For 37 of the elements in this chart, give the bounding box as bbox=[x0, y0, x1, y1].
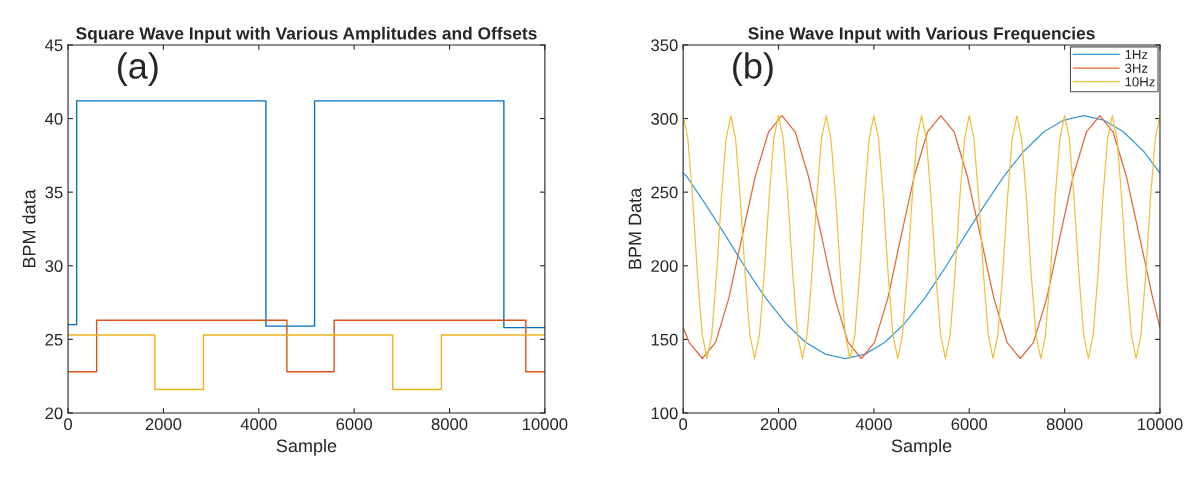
y-axis-title: BPM Data bbox=[628, 187, 642, 269]
x-tick-label: 10000 bbox=[522, 418, 568, 431]
y-tick-label: 30 bbox=[45, 260, 63, 272]
x-tick-label: 2000 bbox=[760, 418, 797, 431]
y-tick-label: 25 bbox=[45, 333, 63, 346]
y-tick-label: 20 bbox=[45, 407, 63, 420]
x-tick-label: 10000 bbox=[1138, 418, 1183, 431]
x-tick-label: 8000 bbox=[1046, 418, 1083, 431]
y-axis-title: BPM data bbox=[22, 189, 36, 268]
x-tick-label: 0 bbox=[679, 418, 688, 431]
y-tick-label: 300 bbox=[651, 112, 678, 125]
legend-label: 10Hz bbox=[1125, 77, 1155, 87]
x-tick-label: 8000 bbox=[431, 418, 468, 431]
annotation: (b) bbox=[733, 52, 773, 86]
y-tick-label: 100 bbox=[651, 407, 678, 420]
x-tick-label: 0 bbox=[64, 418, 73, 431]
y-tick-label: 200 bbox=[651, 260, 678, 272]
line-series bbox=[683, 114, 1160, 360]
x-axis-title: Sample bbox=[891, 438, 952, 456]
x-tick-label: 6000 bbox=[336, 418, 373, 431]
y-tick-label: 250 bbox=[651, 186, 678, 199]
x-tick-label: 2000 bbox=[145, 418, 182, 431]
chart-title: Square Wave Input with Various Amplitudes and Offsets bbox=[76, 26, 537, 43]
legend-label: 1Hz bbox=[1125, 50, 1148, 60]
y-tick-label: 40 bbox=[45, 112, 63, 125]
x-tick-label: 6000 bbox=[951, 418, 988, 431]
legend-label: 3Hz bbox=[1125, 63, 1148, 73]
y-tick-label: 35 bbox=[45, 186, 63, 199]
line-series bbox=[68, 100, 545, 329]
y-tick-label: 150 bbox=[651, 333, 678, 346]
y-tick-label: 350 bbox=[651, 39, 678, 52]
y-tick-label: 45 bbox=[45, 39, 63, 52]
chart-title: Sine Wave Input with Various Frequencies bbox=[748, 26, 1095, 43]
annotation: (a) bbox=[117, 52, 158, 86]
x-axis-title: Sample bbox=[276, 438, 337, 456]
x-tick-label: 4000 bbox=[240, 418, 277, 431]
x-tick-label: 4000 bbox=[855, 418, 892, 431]
